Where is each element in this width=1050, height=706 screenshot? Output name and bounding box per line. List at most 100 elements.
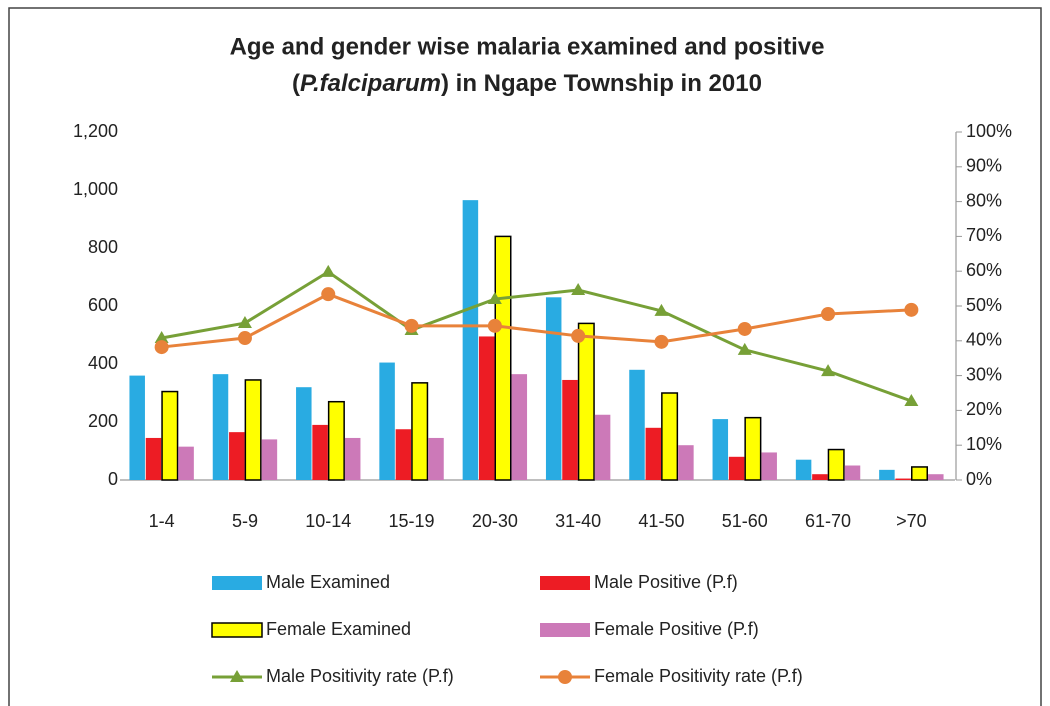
legend-label: Male Positivity rate (P.f) (266, 666, 454, 686)
y-tick-label: 400 (88, 353, 118, 373)
bar (928, 474, 944, 480)
bar (129, 375, 145, 480)
bar (761, 452, 777, 480)
point (654, 334, 669, 349)
bar (795, 459, 812, 480)
bar (379, 362, 395, 480)
bar (895, 478, 911, 480)
y2-tick-label: 30% (966, 364, 1002, 384)
bar (327, 400, 345, 481)
point (737, 321, 752, 336)
legend-marker (558, 670, 572, 684)
y2-tick-label: 50% (966, 295, 1002, 315)
y2-tick-label: 90% (966, 156, 1002, 176)
bar (395, 429, 412, 480)
point (404, 318, 419, 333)
bar (494, 235, 512, 481)
bar (678, 445, 694, 480)
x-tick-label: >70 (896, 511, 927, 531)
point (904, 394, 919, 407)
point (154, 340, 169, 355)
chart-frame (8, 7, 1042, 706)
x-tick-label: 31-40 (555, 511, 601, 531)
bar (145, 437, 162, 480)
chart-title: Age and gender wise malaria examined and… (230, 33, 825, 60)
point (321, 287, 336, 302)
x-tick-label: 5-9 (232, 511, 258, 531)
point (237, 331, 252, 346)
y2-tick-label: 80% (966, 190, 1002, 210)
bar (261, 439, 278, 480)
bar (462, 200, 479, 480)
x-tick-label: 1-4 (149, 511, 175, 531)
bar (728, 456, 745, 480)
title-part: ( (292, 70, 300, 97)
legend-marker (230, 670, 244, 682)
y2-tick-label: 40% (966, 330, 1002, 350)
bar (661, 392, 679, 481)
bar (296, 387, 312, 480)
chart-title: (P.falciparum) in Ngape Township in 2010 (292, 70, 762, 97)
point (737, 342, 752, 355)
bar (712, 419, 729, 480)
x-tick-label: 51-60 (722, 511, 768, 531)
point (821, 364, 836, 377)
x-tick-label: 10-14 (305, 511, 351, 531)
point (654, 303, 669, 316)
legend-swatch (211, 622, 263, 638)
y-tick-label: 1,000 (73, 179, 118, 199)
y2-tick-label: 0% (966, 469, 992, 489)
bar (629, 369, 645, 480)
point (237, 316, 252, 329)
y-tick-label: 1,200 (73, 121, 118, 141)
title-part: ) in Ngape Township in 2010 (441, 70, 762, 97)
bar (229, 432, 245, 480)
bar (594, 414, 611, 480)
bar (562, 379, 578, 480)
point (321, 264, 336, 277)
legend-label: Female Positivity rate (P.f) (594, 666, 803, 686)
bar (178, 446, 194, 480)
x-tick-label: 20-30 (472, 511, 518, 531)
bar (411, 382, 429, 481)
legend-label: Female Examined (266, 619, 411, 639)
y-tick-label: 0 (108, 469, 118, 489)
bar (428, 437, 444, 480)
y2-tick-label: 70% (966, 225, 1002, 245)
y2-tick-label: 60% (966, 260, 1002, 280)
bar (911, 466, 928, 481)
legend-swatch (540, 576, 590, 590)
bar (744, 416, 762, 481)
y2-tick-label: 10% (966, 434, 1002, 454)
point (487, 318, 502, 333)
point (821, 307, 836, 322)
legend-label: Male Positive (P.f) (594, 572, 738, 592)
bar (244, 379, 262, 481)
legend-label: Male Examined (266, 572, 390, 592)
bar (827, 448, 845, 481)
y2-tick-label: 20% (966, 399, 1002, 419)
point (904, 302, 919, 317)
point (571, 328, 586, 343)
line (161, 270, 912, 403)
bar (344, 437, 361, 480)
legend-label: Female Positive (P.f) (594, 619, 759, 639)
bar (511, 374, 528, 480)
point (154, 331, 169, 344)
bar (879, 469, 895, 480)
bar (212, 374, 229, 480)
legend-swatch (540, 623, 590, 637)
title-part: P.falciparum (300, 70, 441, 97)
bar (545, 297, 562, 480)
bar (161, 390, 179, 481)
bar (312, 424, 328, 480)
y-tick-label: 200 (88, 411, 118, 431)
bar (844, 465, 861, 480)
point (487, 292, 502, 305)
bar (645, 427, 662, 480)
y-tick-label: 600 (88, 295, 118, 315)
x-tick-label: 15-19 (389, 511, 435, 531)
line (161, 292, 912, 349)
